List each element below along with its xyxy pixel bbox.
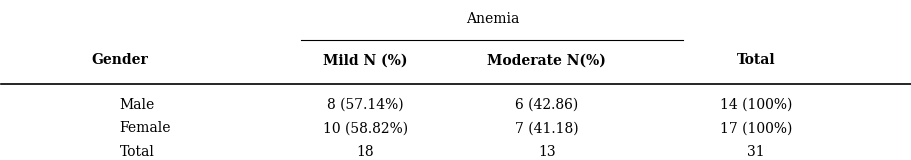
Text: 13: 13 <box>537 145 555 159</box>
Text: Gender: Gender <box>91 53 148 68</box>
Text: 18: 18 <box>356 145 374 159</box>
Text: 7 (41.18): 7 (41.18) <box>515 121 578 136</box>
Text: 6 (42.86): 6 (42.86) <box>515 98 578 112</box>
Text: Moderate N(%): Moderate N(%) <box>487 53 606 68</box>
Text: Female: Female <box>119 121 171 136</box>
Text: Anemia: Anemia <box>466 12 518 26</box>
Text: 31: 31 <box>746 145 764 159</box>
Text: 17 (100%): 17 (100%) <box>719 121 792 136</box>
Text: Male: Male <box>119 98 155 112</box>
Text: Mild N (%): Mild N (%) <box>322 53 407 68</box>
Text: 14 (100%): 14 (100%) <box>719 98 792 112</box>
Text: Total: Total <box>736 53 774 68</box>
Text: 8 (57.14%): 8 (57.14%) <box>326 98 403 112</box>
Text: Total: Total <box>119 145 154 159</box>
Text: 10 (58.82%): 10 (58.82%) <box>322 121 407 136</box>
